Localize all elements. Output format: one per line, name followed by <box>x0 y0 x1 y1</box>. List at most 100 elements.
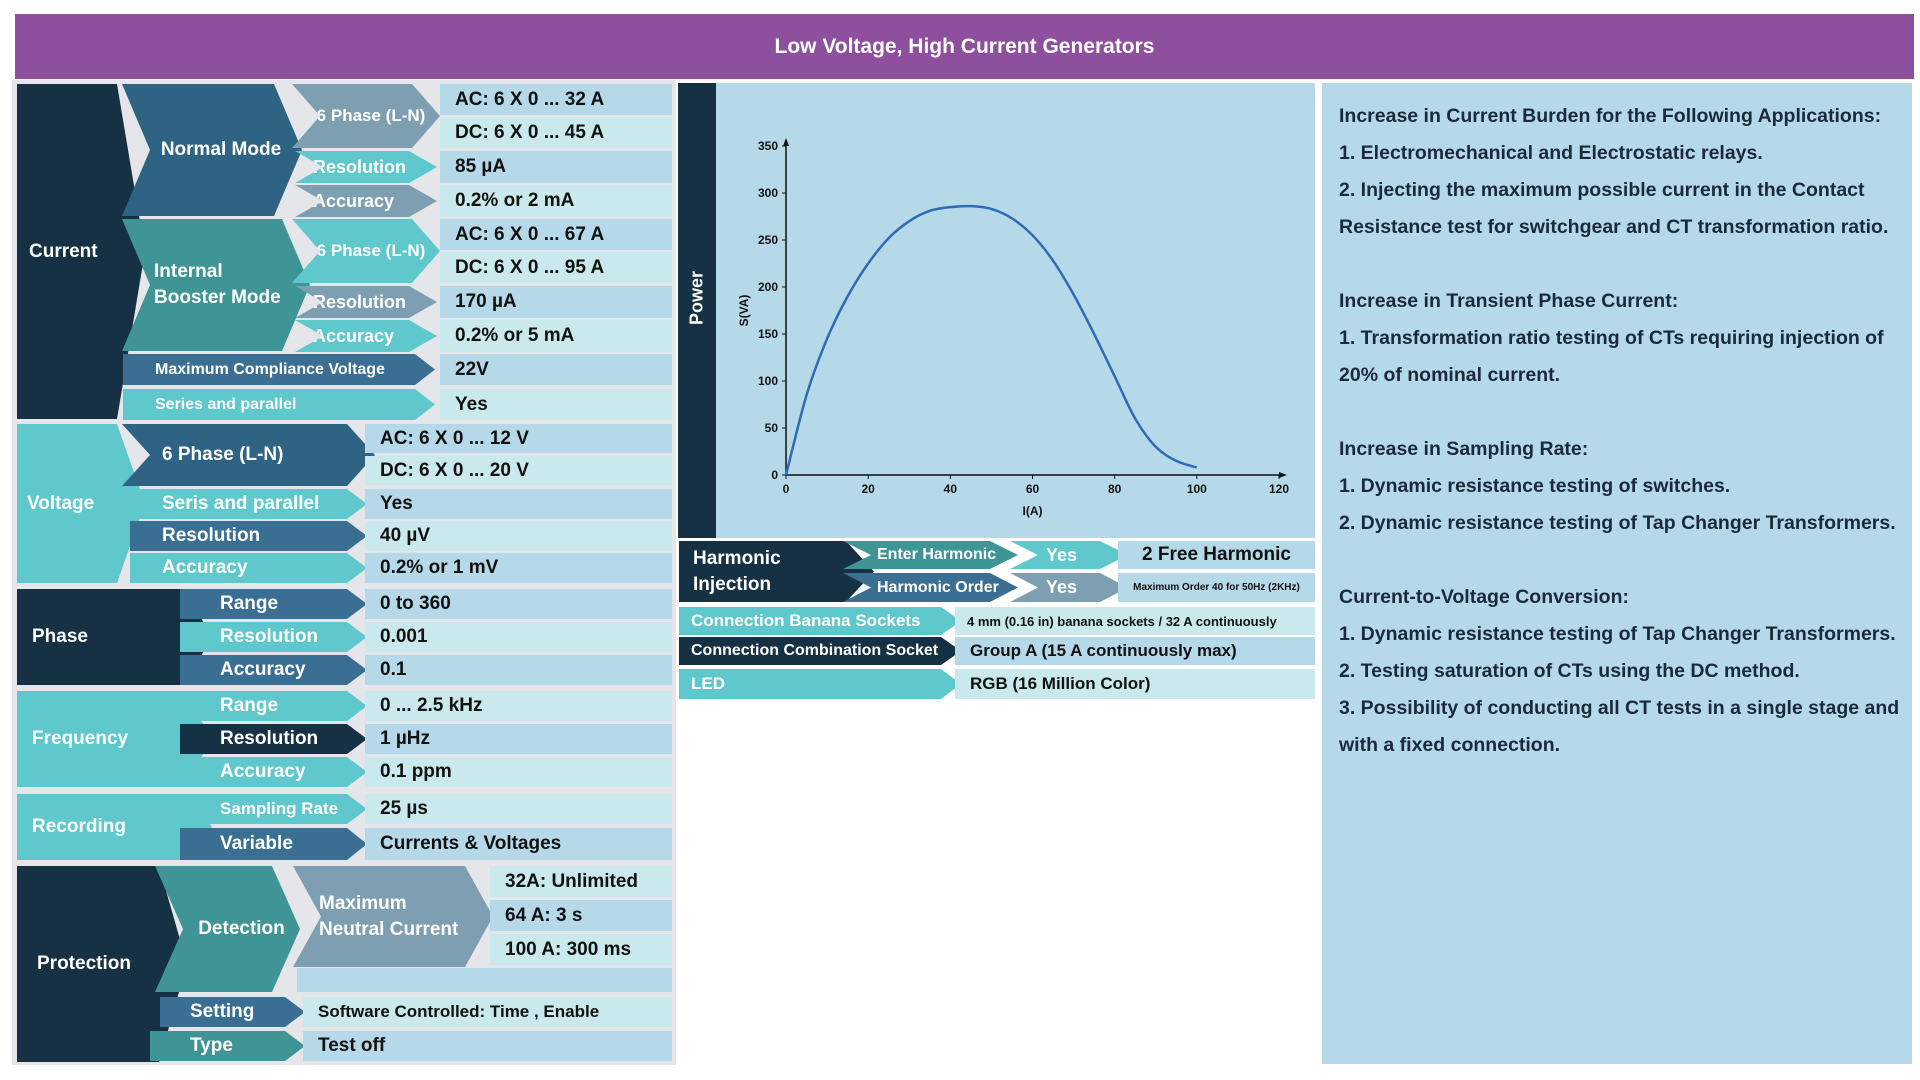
conversion-item-3: 3. Possibility of conducting all CT test… <box>1339 697 1900 756</box>
voltage-dc-value: DC: 6 X 0 ... 20 V <box>365 456 672 485</box>
phase-section-label: Phase <box>17 589 212 685</box>
phase-range-text: Range <box>220 593 279 614</box>
y-tick-label: 250 <box>758 233 778 247</box>
setting-text: Setting <box>190 1001 255 1022</box>
sampling-title: Increase in Sampling Rate: <box>1339 438 1589 460</box>
neutral-64a-value: 64 A: 3 s <box>490 900 672 931</box>
normal-resolution-value: 85 µA <box>440 151 672 183</box>
transient-title: Increase in Transient Phase Current: <box>1339 290 1679 312</box>
sampling-rate-value: 25 µs <box>365 794 672 824</box>
voltage-series-text: Seris and parallel <box>162 493 320 514</box>
phase-accuracy-text: Accuracy <box>220 659 306 680</box>
voltage-resolution-label: Resolution <box>130 521 367 551</box>
power-label-bar: Power <box>678 83 716 538</box>
burden-item-1: 1. Electromechanical and Electrostatic r… <box>1339 142 1763 164</box>
voltage-series-value: Yes <box>365 489 672 519</box>
normal-accuracy-value: 0.2% or 2 mA <box>440 185 672 217</box>
voltage-ac-value: AC: 6 X 0 ... 12 V <box>365 424 672 453</box>
conversion-title: Current-to-Voltage Conversion: <box>1339 586 1629 608</box>
neutral-100a-value: 100 A: 300 ms <box>490 934 672 965</box>
banana-sockets-label: Connection Banana Sockets <box>679 607 961 635</box>
detection-empty-row <box>297 968 672 992</box>
current-series-text: Series and parallel <box>155 395 297 413</box>
compliance-label: Maximum Compliance Voltage <box>123 354 435 385</box>
protection-section-label: Protection <box>17 866 187 1062</box>
power-chart-area <box>678 83 1315 538</box>
type-label: Type <box>150 1031 305 1061</box>
current-series-value: Yes <box>440 389 672 420</box>
normal-six-phase-text: 6 Phase (L-N) <box>316 106 426 125</box>
setting-value: Software Controlled: Time , Enable <box>303 997 672 1027</box>
applications-panel: Increase in Current Burden for the Follo… <box>1322 83 1912 1064</box>
combination-socket-text: Connection Combination Socket <box>691 642 939 659</box>
sampling-item-2: 2. Dynamic resistance testing of Tap Cha… <box>1339 512 1896 534</box>
current-label: Current <box>29 240 98 262</box>
voltage-label: Voltage <box>27 492 95 514</box>
harmonic-line2: Injection <box>693 573 772 595</box>
type-text: Type <box>190 1035 233 1056</box>
voltage-accuracy-text: Accuracy <box>162 557 248 578</box>
enter-harmonic-text: Enter Harmonic <box>877 546 997 563</box>
combination-socket-value: Group A (15 A continuously max) <box>955 637 1315 665</box>
harmonic-order-label: Harmonic Order <box>843 573 1018 602</box>
x-axis-arrow <box>1279 472 1287 478</box>
harmonic-order-yes-text: Yes <box>1046 577 1078 597</box>
variable-text: Variable <box>220 833 293 854</box>
phase-range-value: 0 to 360 <box>365 589 672 619</box>
frequency-range-text: Range <box>220 695 279 716</box>
compliance-value: 22V <box>440 354 672 385</box>
voltage-resolution-value: 40 µV <box>365 521 672 551</box>
transient-item-1: 1. Transformation ratio testing of CTs r… <box>1339 327 1884 386</box>
booster-dc-value: DC: 6 X 0 ... 95 A <box>440 252 672 283</box>
conversion-item-2: 2. Testing saturation of CTs using the D… <box>1339 660 1800 682</box>
max-neutral-current-label: Maximum Neutral Current <box>293 866 493 967</box>
enter-harmonic-yes-text: Yes <box>1046 544 1078 565</box>
type-value: Test off <box>303 1031 672 1061</box>
booster-resolution-value: 170 µA <box>440 286 672 318</box>
y-axis-title: S(VA) <box>737 295 751 327</box>
frequency-accuracy-label: Accuracy <box>180 757 367 787</box>
normal-ac-value: AC: 6 X 0 ... 32 A <box>440 84 672 115</box>
compliance-text: Maximum Compliance Voltage <box>155 360 385 378</box>
phase-accuracy-value: 0.1 <box>365 655 672 685</box>
voltage-accuracy-label: Accuracy <box>130 553 367 583</box>
variable-value: Currents & Voltages <box>365 828 672 860</box>
current-series-label: Series and parallel <box>123 389 435 420</box>
frequency-accuracy-value: 0.1 ppm <box>365 757 672 787</box>
x-tick-label: 0 <box>783 482 790 496</box>
page-title-banner: Low Voltage, High Current Generators <box>15 14 1914 79</box>
protection-label: Protection <box>37 953 131 974</box>
led-value: RGB (16 Million Color) <box>955 669 1315 699</box>
booster-resolution-text: Resolution <box>313 291 406 312</box>
banana-sockets-value: 4 mm (0.16 in) banana sockets / 32 A con… <box>955 607 1315 635</box>
voltage-six-phase-text: 6 Phase (L-N) <box>162 444 284 465</box>
phase-resolution-text: Resolution <box>220 626 319 647</box>
frequency-range-value: 0 ... 2.5 kHz <box>365 691 672 721</box>
variable-label: Variable <box>180 828 367 860</box>
y-tick-label: 0 <box>771 468 778 482</box>
sampling-rate-text: Sampling Rate <box>220 799 339 818</box>
harmonic-order-yes: Yes <box>1010 573 1128 602</box>
frequency-label: Frequency <box>32 728 129 749</box>
voltage-resolution-text: Resolution <box>162 525 261 546</box>
x-tick-label: 60 <box>1026 482 1040 496</box>
y-tick-label: 300 <box>758 186 778 200</box>
booster-ac-value: AC: 6 X 0 ... 67 A <box>440 219 672 250</box>
led-text: LED <box>691 674 725 693</box>
normal-mode-text: Normal Mode <box>160 139 282 160</box>
y-axis-arrow <box>783 138 789 146</box>
frequency-accuracy-text: Accuracy <box>220 761 306 782</box>
enter-harmonic-label: Enter Harmonic <box>843 541 1018 569</box>
enter-harmonic-yes: Yes <box>1010 541 1128 569</box>
voltage-section-label: Voltage <box>17 424 145 583</box>
booster-mode-line2: Booster Mode <box>154 287 281 308</box>
phase-accuracy-label: Accuracy <box>180 655 367 685</box>
frequency-range-label: Range <box>180 691 367 721</box>
setting-label: Setting <box>160 997 305 1027</box>
led-label: LED <box>679 669 961 699</box>
y-tick-label: 100 <box>758 374 778 388</box>
x-axis-title: I(A) <box>1023 504 1043 518</box>
phase-range-label: Range <box>180 589 367 619</box>
normal-dc-value: DC: 6 X 0 ... 45 A <box>440 117 672 148</box>
